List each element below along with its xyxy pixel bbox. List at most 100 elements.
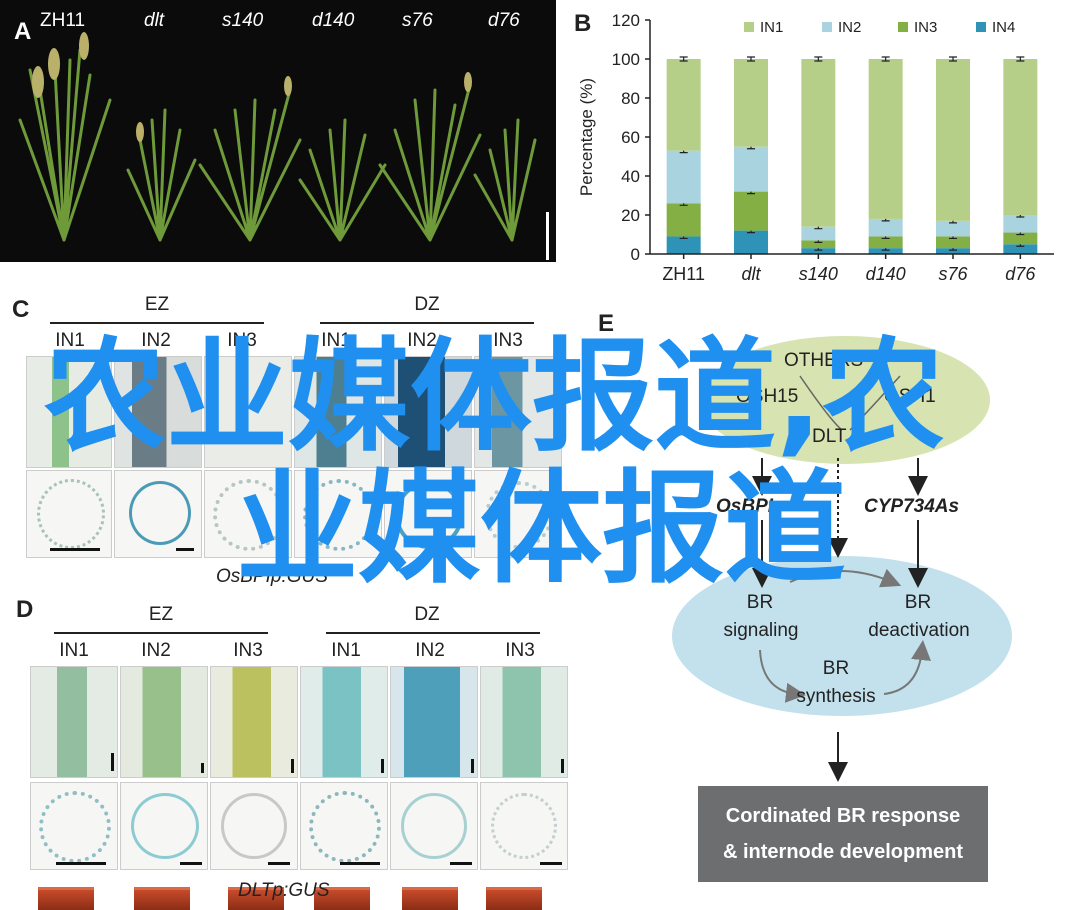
bar-in2-0 <box>666 150 701 204</box>
cross-section-image <box>384 470 472 558</box>
bar-in4-4 <box>936 248 970 254</box>
plant-label-dlt: dlt <box>144 10 165 31</box>
x-tick-label-2: s140 <box>799 264 838 284</box>
y-tick-label: 80 <box>621 89 640 108</box>
bar-in3-1 <box>734 191 768 231</box>
col-label-c-dz-in3: IN3 <box>493 330 523 351</box>
bar-in2-5 <box>1003 215 1038 233</box>
error-bar <box>1016 56 1025 62</box>
error-bar <box>881 56 890 62</box>
scale-bar <box>56 862 106 865</box>
bar-in4-1 <box>734 230 768 254</box>
cross-section-image <box>210 782 298 870</box>
scale-bar <box>50 548 100 551</box>
scale-bar <box>176 548 194 551</box>
error-bar <box>814 56 823 62</box>
plant-label-zh11: ZH11 <box>40 10 86 31</box>
osh15-label: OSH15 <box>736 386 799 407</box>
error-bar <box>949 56 957 62</box>
legend-swatch-in4 <box>976 22 986 32</box>
scale-bar <box>340 862 380 865</box>
scale-bar <box>540 862 562 865</box>
cross-section-image <box>26 470 112 558</box>
cross-section-image <box>204 470 292 558</box>
bar-in4-0 <box>666 236 701 254</box>
bar-in2-2 <box>801 226 836 241</box>
plant-label-s140: s140 <box>222 10 264 31</box>
cross-section-image <box>390 782 478 870</box>
stem-image <box>480 666 568 778</box>
group-title-ez-c: EZ <box>144 294 170 315</box>
legend-label-in4: IN4 <box>992 19 1015 36</box>
caption-c: OsBPIp:GUS <box>216 566 328 587</box>
cross-section-image <box>474 470 562 558</box>
bar-in1-4 <box>936 59 970 221</box>
group-line <box>54 632 268 634</box>
scale-bar <box>450 862 472 865</box>
col-label-d-dz-in2: IN2 <box>415 640 445 661</box>
stem-image <box>120 666 208 778</box>
br-synthesis-label-1: BR <box>822 658 850 679</box>
panel-c-letter: C <box>12 296 30 323</box>
group-title-dz-c: DZ <box>414 294 440 315</box>
response-line-1: Cordinated BR response <box>725 805 961 827</box>
bar-in3-0 <box>666 203 701 237</box>
stem-image <box>294 356 382 468</box>
x-tick-label-0: ZH11 <box>662 264 705 284</box>
cross-section-image <box>30 782 118 870</box>
cyp734as-label: CYP734As <box>864 496 960 517</box>
dlt-label: DLT <box>812 426 847 447</box>
bar-in3-3 <box>868 236 903 249</box>
br-response-box: Cordinated BR response & internode devel… <box>698 786 988 882</box>
scale-bar <box>180 862 202 865</box>
y-tick-label: 120 <box>612 11 640 30</box>
others-label: OTHERS <box>784 350 864 371</box>
col-label-c-in3: IN3 <box>227 330 257 351</box>
legend-label-in2: IN2 <box>838 19 861 36</box>
plant-label-d140: d140 <box>312 10 355 31</box>
bar-in3-5 <box>1003 232 1038 245</box>
legend-swatch-in2 <box>822 22 832 32</box>
stacked-bar-chart: 0 20 40 60 80 100 120 Percentage (%) ZH11 dlt s140… <box>577 11 1054 284</box>
bar-in4-3 <box>868 248 903 254</box>
x-tick-label-5: d76 <box>1005 264 1036 284</box>
stem-image <box>204 356 292 468</box>
caption-d: DLTp:GUS <box>238 880 330 901</box>
stem-image <box>300 666 388 778</box>
col-label-c-dz-in2: IN2 <box>407 330 437 351</box>
col-label-d-in2: IN2 <box>141 640 171 661</box>
plant-label-s76: s76 <box>402 10 433 31</box>
col-label-d-in1: IN1 <box>59 640 89 661</box>
plant-label-d76: d76 <box>488 10 520 31</box>
stem-image <box>384 356 472 468</box>
br-deactivation-label-2: deactivation <box>868 620 970 641</box>
cross-section-image <box>480 782 568 870</box>
bar-in1-2 <box>801 59 836 227</box>
br-synthesis-label-2: synthesis <box>796 686 876 707</box>
group-title-dz-d: DZ <box>414 604 440 625</box>
bar-in1-1 <box>734 59 768 147</box>
legend-swatch-in3 <box>898 22 908 32</box>
bar-in2-4 <box>936 220 970 237</box>
y-tick-label: 100 <box>612 50 640 69</box>
bar-in3-2 <box>801 240 836 249</box>
stem-image <box>30 666 118 778</box>
error-bar <box>679 56 688 62</box>
bar-in3-4 <box>936 236 970 249</box>
x-tick-label-3: d140 <box>866 264 906 284</box>
br-signaling-label-2: signaling <box>723 620 799 641</box>
col-label-c-in2: IN2 <box>141 330 171 351</box>
watermark-line-1: 农业媒体报道,农 <box>44 326 945 468</box>
col-label-c-in1: IN1 <box>55 330 85 351</box>
group-line <box>320 322 534 324</box>
osbpi-label: OsBPI <box>716 496 774 517</box>
legend-label-in1: IN1 <box>760 19 783 36</box>
stem-image <box>210 666 298 778</box>
response-line-2: & internode development <box>722 841 964 863</box>
col-label-c-dz-in1: IN1 <box>321 330 351 351</box>
error-bar <box>747 56 755 62</box>
bar-in2-3 <box>868 218 903 237</box>
panel-e-letter: E <box>598 310 615 337</box>
cross-section-image <box>114 470 202 558</box>
y-tick-label: 0 <box>631 245 640 264</box>
